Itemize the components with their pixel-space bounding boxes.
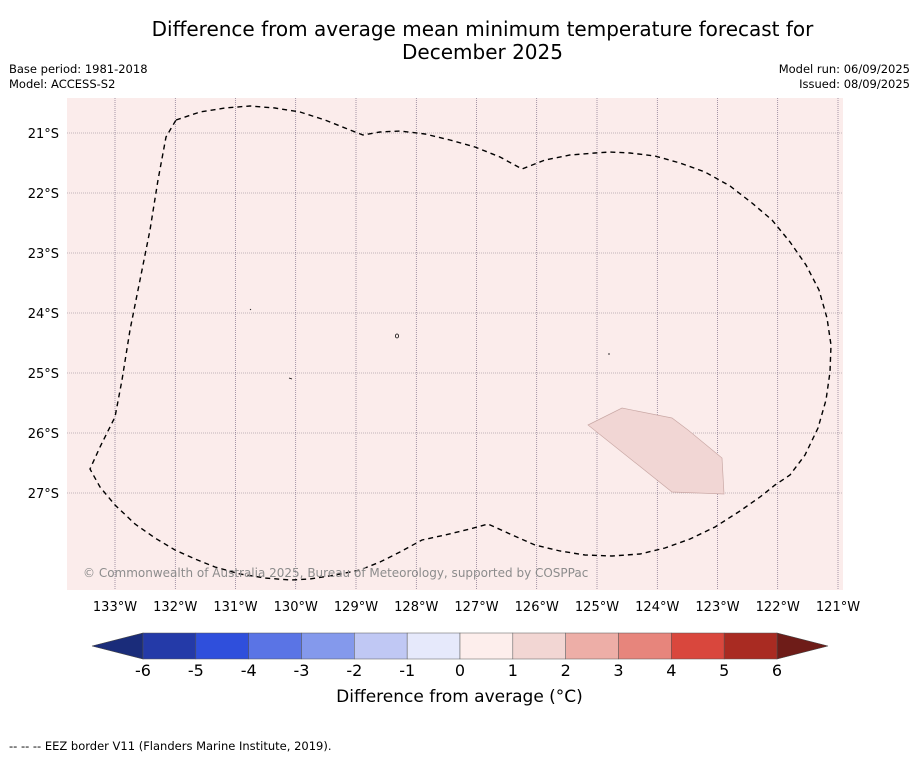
longitude-label: 126°W (515, 600, 559, 615)
longitude-label: 125°W (575, 600, 619, 615)
model-run: Model run: 06/09/2025 (778, 62, 910, 76)
colorbar-segment (195, 632, 249, 660)
eez-border (89, 105, 832, 581)
forecast-map: © Commonwealth of Australia 2025, Bureau… (28, 98, 860, 680)
longitude-label: 128°W (394, 600, 438, 615)
longitude-label: 129°W (334, 600, 378, 615)
colorbar-segment (618, 632, 672, 660)
model-name: Model: ACCESS-S2 (9, 77, 116, 91)
latitude-label: 22°S (28, 187, 59, 202)
island-mark (288, 377, 293, 380)
colorbar-tick-label: -4 (241, 661, 257, 680)
colorbar-segment (406, 632, 461, 660)
latitude-label: 21°S (28, 127, 59, 142)
colorbar-segment (671, 632, 725, 660)
island-mark (394, 333, 399, 339)
colorbar-tick-label: -5 (188, 661, 204, 680)
colorbar: -6 -5 -4 -3 -2 -1 0 1 2 3 4 5 6 (91, 632, 829, 680)
longitude-label: 122°W (756, 600, 800, 615)
colorbar-ticks: -6 -5 -4 -3 -2 -1 0 1 2 3 4 5 6 (135, 661, 782, 680)
longitude-labels: 133°W 132°W 131°W 130°W 129°W 128°W 127°W 126°W… (93, 600, 860, 615)
longitude-label: 127°W (454, 600, 498, 615)
title-line-1: Difference from average mean minimum tem… (151, 17, 814, 41)
colorbar-tick-label: 4 (666, 661, 676, 680)
base-period: Base period: 1981-2018 (9, 62, 148, 76)
latitude-label: 27°S (28, 487, 59, 502)
colorbar-segment (142, 632, 197, 660)
longitude-label: 133°W (93, 600, 137, 615)
colorbar-segment (459, 632, 514, 660)
colorbar-tick-label: 6 (772, 661, 782, 680)
colorbar-segment (512, 632, 566, 660)
colorbar-under-arrow (91, 632, 144, 660)
latitude-labels: 21°S 22°S 23°S 24°S 25°S 26°S 27°S (28, 127, 59, 502)
title-line-2: December 2025 (402, 40, 563, 64)
gridlines (67, 98, 843, 590)
colorbar-tick-label: -6 (135, 661, 151, 680)
longitude-label: 123°W (695, 600, 739, 615)
colorbar-tick-label: -2 (346, 661, 362, 680)
map-background (67, 98, 843, 590)
colorbar-tick-label: 1 (508, 661, 518, 680)
longitude-label: 131°W (213, 600, 257, 615)
latitude-label: 26°S (28, 427, 59, 442)
latitude-label: 24°S (28, 307, 59, 322)
longitude-label: 132°W (153, 600, 197, 615)
colorbar-tick-label: 0 (455, 661, 465, 680)
colorbar-tick-label: 2 (561, 661, 571, 680)
longitude-label: 121°W (816, 600, 860, 615)
map-title: Difference from average mean minimum tem… (60, 18, 905, 64)
issued-date: Issued: 08/09/2025 (799, 77, 910, 91)
meta-left: Base period: 1981-2018 Model: ACCESS-S2 (9, 62, 148, 92)
anomaly-patch (587, 407, 725, 495)
colorbar-segments (142, 632, 778, 660)
colorbar-segment (248, 632, 302, 660)
eez-footnote: -- -- -- EEZ border V11 (Flanders Marine… (9, 739, 332, 753)
latitude-label: 25°S (28, 367, 59, 382)
islands (249, 308, 610, 380)
latitude-label: 23°S (28, 247, 59, 262)
longitude-label: 124°W (635, 600, 679, 615)
colorbar-segment (354, 632, 408, 660)
colorbar-segment (565, 632, 619, 660)
colorbar-segment (723, 632, 778, 660)
colorbar-label: Difference from average (°C) (336, 687, 583, 707)
island-mark (249, 308, 252, 311)
colorbar-tick-label: 5 (719, 661, 729, 680)
colorbar-tick-label: -1 (399, 661, 415, 680)
colorbar-tick-label: -3 (294, 661, 310, 680)
copyright-notice: © Commonwealth of Australia 2025, Bureau… (83, 566, 588, 580)
meta-right: Model run: 06/09/2025 Issued: 08/09/2025 (779, 62, 910, 92)
longitude-label: 130°W (274, 600, 318, 615)
colorbar-over-arrow (776, 632, 829, 660)
colorbar-tick-label: 3 (613, 661, 623, 680)
colorbar-segment (301, 632, 355, 660)
